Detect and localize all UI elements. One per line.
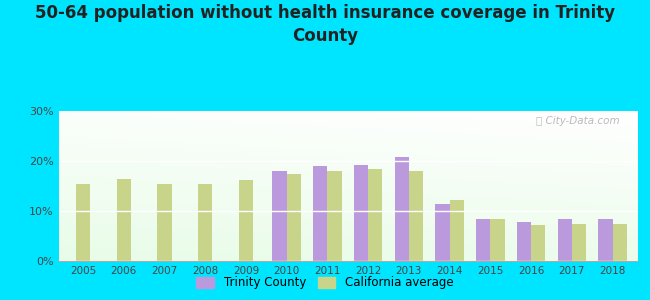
Text: ⓘ City-Data.com: ⓘ City-Data.com (536, 116, 619, 125)
Bar (395, 157, 409, 261)
Legend: Trinity County, California average: Trinity County, California average (192, 272, 458, 294)
Bar (409, 171, 423, 261)
Bar (450, 200, 464, 261)
Bar (436, 203, 450, 261)
Bar (313, 166, 328, 261)
Text: 50-64 population without health insurance coverage in Trinity
County: 50-64 population without health insuranc… (35, 4, 615, 45)
Bar (368, 169, 382, 261)
Bar (116, 178, 131, 261)
Bar (239, 180, 253, 261)
Bar (198, 184, 213, 261)
Bar (272, 171, 287, 261)
Bar (558, 218, 572, 261)
Bar (572, 224, 586, 261)
Bar (531, 224, 545, 261)
Bar (287, 173, 301, 261)
Bar (490, 218, 504, 261)
Bar (157, 184, 172, 261)
Bar (354, 165, 368, 261)
Bar (76, 184, 90, 261)
Bar (476, 218, 490, 261)
Bar (612, 224, 627, 261)
Bar (328, 171, 342, 261)
Bar (517, 222, 531, 261)
Bar (598, 218, 612, 261)
